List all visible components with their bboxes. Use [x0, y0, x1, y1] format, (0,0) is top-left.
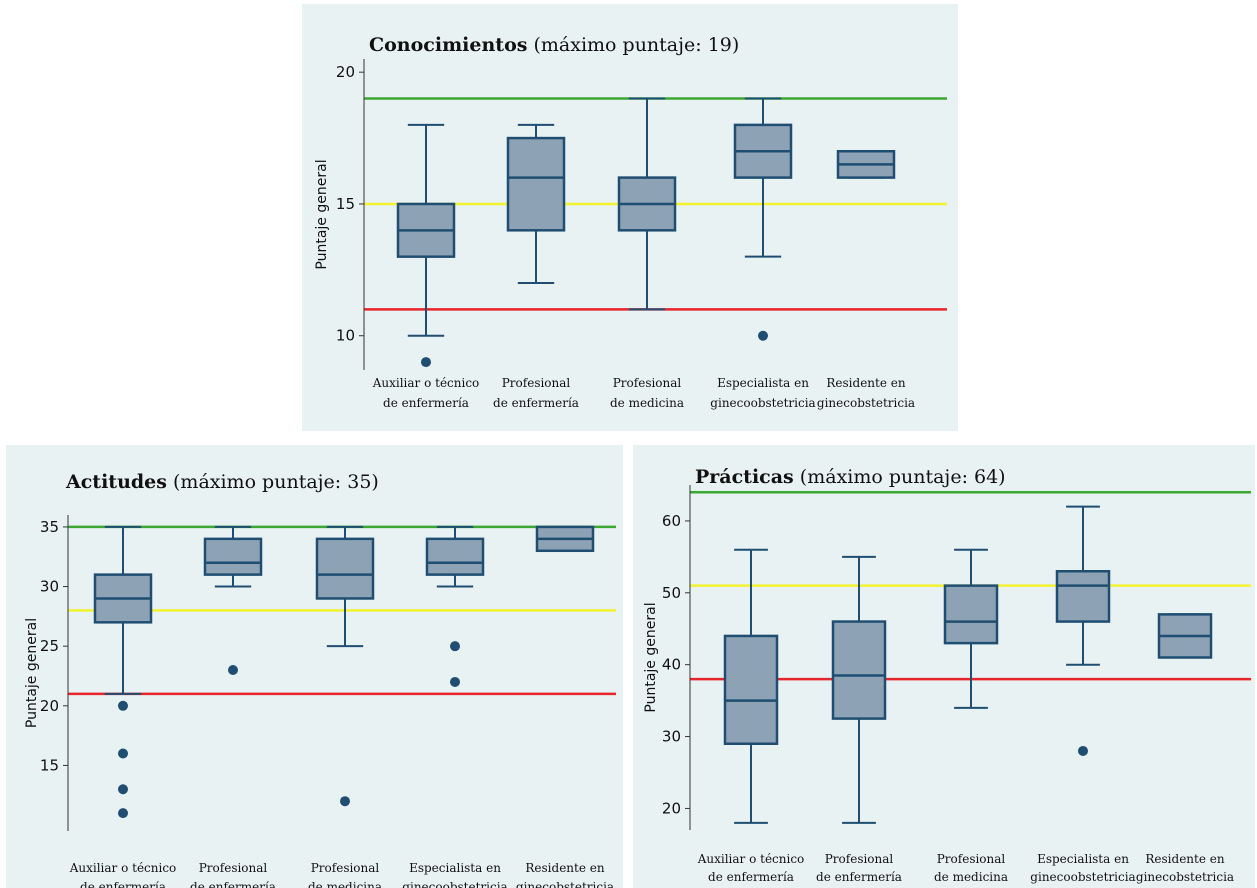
box-iqr: [1055, 570, 1111, 623]
x-category-label: ginecoobstetricia: [402, 880, 507, 888]
y-tick-label: 60: [662, 512, 681, 530]
x-category-label: Profesional: [613, 376, 682, 390]
box-iqr: [943, 584, 999, 645]
x-category-label: de medicina: [610, 396, 684, 410]
y-tick-label: 30: [662, 728, 681, 746]
outlier-point: [1078, 745, 1088, 756]
y-tick-label: 10: [336, 327, 355, 345]
outlier-point: [118, 748, 128, 759]
y-tick-label: 35: [40, 518, 59, 536]
x-category-label: de medicina: [934, 870, 1008, 884]
chart-title: Prácticas (máximo puntaje: 64): [695, 466, 1006, 488]
x-category-label: de medicina: [308, 880, 382, 888]
x-category-label: ginecobstetricia: [516, 880, 614, 888]
x-category-label: ginecobstetricia: [1136, 870, 1234, 884]
box-iqr: [425, 537, 485, 576]
x-category-label: Auxiliar o técnico: [697, 852, 805, 866]
outlier-point: [118, 784, 128, 795]
x-category-label: Profesional: [199, 861, 268, 875]
y-tick-label: 20: [336, 63, 355, 81]
box-iqr: [723, 634, 779, 745]
x-category-label: ginecoobstetricia: [1030, 870, 1135, 884]
x-category-label: Especialista en: [409, 861, 501, 875]
outlier-point: [228, 665, 238, 676]
x-category-label: de enfermería: [493, 396, 579, 410]
box-iqr: [506, 136, 566, 232]
chart-practicas: Prácticas (máximo puntaje: 64) 20 30 40 50 60…: [643, 466, 1251, 884]
chart-panel-conocimientos: Conocimientos (máximo puntaje: 19) 10 15 20…: [302, 4, 958, 431]
x-category-label: Profesional: [502, 376, 571, 390]
outlier-point: [118, 700, 128, 711]
chart-panel-practicas: Prácticas (máximo puntaje: 64) 20 30 40 50 60…: [633, 445, 1255, 888]
box-iqr: [203, 537, 263, 576]
x-category-label: Especialista en: [717, 376, 809, 390]
x-category-label: ginecoobstetricia: [710, 396, 815, 410]
y-tick-label: 15: [40, 756, 59, 774]
chart-title: Conocimientos (máximo puntaje: 19): [369, 34, 739, 56]
y-tick-label: 30: [40, 578, 59, 596]
x-category-label: Profesional: [937, 852, 1006, 866]
outlier-point: [118, 808, 128, 819]
x-category-label: Auxiliar o técnico: [372, 376, 480, 390]
x-category-label: ginecobstetricia: [817, 396, 915, 410]
chart-panel-actitudes: Actitudes (máximo puntaje: 35) 15 20 25 30 35…: [6, 445, 623, 888]
box-iqr: [315, 537, 375, 600]
y-axis-label: Puntaje general: [314, 159, 330, 269]
x-category-label: Residente en: [826, 376, 905, 390]
y-tick-label: 50: [662, 584, 681, 602]
x-category-label: de enfermería: [708, 870, 794, 884]
x-category-label: Especialista en: [1037, 852, 1129, 866]
x-category-label: de enfermería: [190, 880, 276, 888]
outlier-point: [340, 796, 350, 807]
x-category-label: Profesional: [311, 861, 380, 875]
x-category-label: Auxiliar o técnico: [69, 861, 177, 875]
chart-actitudes: Actitudes (máximo puntaje: 35) 15 20 25 30 35…: [24, 471, 616, 888]
outlier-point: [758, 330, 768, 341]
x-category-label: de enfermería: [80, 880, 166, 888]
y-tick-label: 15: [336, 195, 355, 213]
x-category-label: Residente en: [1145, 852, 1224, 866]
box-iqr: [831, 620, 887, 720]
outlier-point: [450, 676, 460, 687]
chart-title: Actitudes (máximo puntaje: 35): [65, 471, 379, 493]
x-category-label: Profesional: [825, 852, 894, 866]
y-tick-label: 25: [40, 637, 59, 655]
outlier-point: [421, 357, 431, 368]
x-category-label: de enfermería: [383, 396, 469, 410]
y-tick-label: 40: [662, 656, 681, 674]
y-axis-label: Puntaje general: [24, 618, 40, 728]
y-axis-label: Puntaje general: [643, 602, 659, 712]
y-tick-label: 20: [40, 697, 59, 715]
chart-conocimientos: Conocimientos (máximo puntaje: 19) 10 15 20…: [314, 34, 947, 410]
outlier-point: [450, 641, 460, 652]
x-category-label: de enfermería: [816, 870, 902, 884]
x-category-label: Residente en: [525, 861, 604, 875]
y-tick-label: 20: [662, 799, 681, 817]
